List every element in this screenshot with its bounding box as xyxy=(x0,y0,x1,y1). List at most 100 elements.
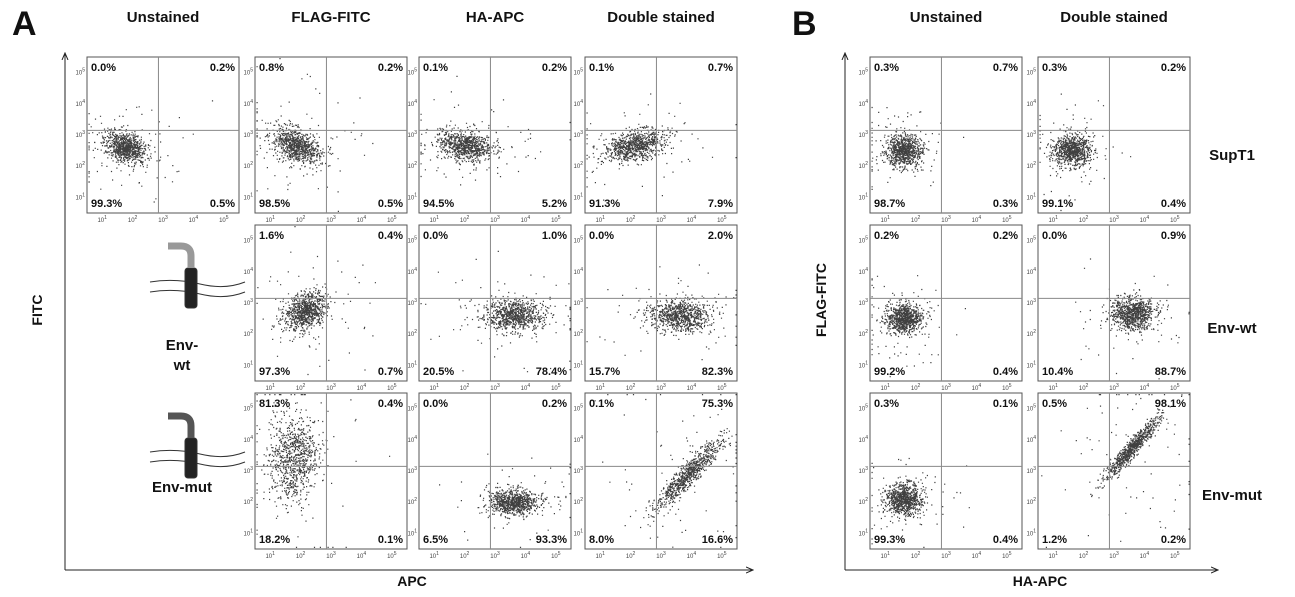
tick-base: 10 xyxy=(521,554,528,560)
y-tick-label: 105 xyxy=(574,404,584,413)
row-label: Env-mut xyxy=(152,479,212,496)
y-tick-label: 105 xyxy=(859,236,869,245)
tick-base: 10 xyxy=(219,218,226,224)
quadrant-percent: 0.7% xyxy=(993,62,1018,74)
tick-base: 10 xyxy=(859,363,866,369)
quadrant-percent: 0.0% xyxy=(423,398,448,410)
quadrant-percent: 0.0% xyxy=(423,230,448,242)
tick-base: 10 xyxy=(460,386,467,392)
quadrant-percent: 98.5% xyxy=(259,198,290,210)
y-tick-label: 104 xyxy=(1027,267,1037,276)
y-tick-label: 103 xyxy=(1027,130,1037,139)
tick-exponent: 1 xyxy=(272,383,275,389)
y-tick-label: 101 xyxy=(76,192,86,201)
tick-base: 10 xyxy=(1027,531,1034,537)
tick-base: 10 xyxy=(1140,386,1147,392)
tick-base: 10 xyxy=(244,239,251,245)
tick-exponent: 4 xyxy=(693,383,696,389)
tick-base: 10 xyxy=(859,195,866,201)
tick-base: 10 xyxy=(626,554,633,560)
tick-exponent: 2 xyxy=(414,497,417,503)
tick-base: 10 xyxy=(265,218,272,224)
tick-base: 10 xyxy=(1079,386,1086,392)
quadrant-percent: 0.5% xyxy=(1042,398,1067,410)
y-tick-label: 105 xyxy=(408,68,418,77)
row-label: Env-mut xyxy=(1202,487,1262,504)
plot-frame xyxy=(418,392,572,550)
event-cloud xyxy=(1075,258,1190,380)
x-tick-label: 103 xyxy=(656,551,666,560)
column-header: Unstained xyxy=(910,9,983,26)
tick-exponent: 1 xyxy=(82,192,85,198)
quadrant-percent: 78.4% xyxy=(536,366,567,378)
tick-base: 10 xyxy=(387,554,394,560)
x-tick-label: 102 xyxy=(460,551,470,560)
tick-exponent: 5 xyxy=(724,215,727,221)
quadrant-percent: 0.4% xyxy=(378,398,403,410)
x-tick-label: 102 xyxy=(911,551,921,560)
tick-exponent: 1 xyxy=(1033,360,1036,366)
tick-base: 10 xyxy=(859,133,866,139)
tick-exponent: 2 xyxy=(633,215,636,221)
tick-base: 10 xyxy=(408,363,415,369)
column-header: Double stained xyxy=(607,9,715,26)
y-tick-label: 105 xyxy=(244,404,254,413)
tick-exponent: 4 xyxy=(978,383,981,389)
quadrant-percent: 98.1% xyxy=(1155,398,1186,410)
x-tick-label: 105 xyxy=(551,551,561,560)
tick-exponent: 5 xyxy=(1033,404,1036,410)
quadrant-percent: 0.2% xyxy=(1161,534,1186,546)
event-cloud xyxy=(586,93,737,201)
x-tick-label: 101 xyxy=(97,215,107,224)
x-tick-label: 104 xyxy=(1140,215,1150,224)
x-tick-label: 102 xyxy=(626,383,636,392)
tick-base: 10 xyxy=(76,195,83,201)
y-tick-label: 101 xyxy=(1027,528,1037,537)
tick-exponent: 4 xyxy=(527,215,530,221)
tick-exponent: 1 xyxy=(580,528,583,534)
y-tick-label: 101 xyxy=(1027,360,1037,369)
y-tick-label: 104 xyxy=(244,267,254,276)
tick-exponent: 4 xyxy=(580,99,583,105)
tick-exponent: 4 xyxy=(414,435,417,441)
tick-exponent: 2 xyxy=(82,161,85,167)
tick-base: 10 xyxy=(1027,102,1034,108)
tick-base: 10 xyxy=(76,133,83,139)
tick-exponent: 4 xyxy=(978,551,981,557)
tick-exponent: 4 xyxy=(250,99,253,105)
y-tick-label: 105 xyxy=(1027,68,1037,77)
tick-exponent: 5 xyxy=(1177,215,1180,221)
y-tick-label: 104 xyxy=(1027,435,1037,444)
event-cloud xyxy=(871,457,970,548)
tick-exponent: 5 xyxy=(580,404,583,410)
y-tick-label: 105 xyxy=(244,68,254,77)
plot-frame xyxy=(1037,56,1191,214)
tick-base: 10 xyxy=(1027,133,1034,139)
y-tick-label: 104 xyxy=(408,99,418,108)
y-tick-label: 103 xyxy=(574,298,584,307)
x-tick-label: 105 xyxy=(1002,551,1012,560)
quadrant-percent: 0.5% xyxy=(210,198,235,210)
tick-exponent: 3 xyxy=(865,298,868,304)
plot-frame xyxy=(418,56,572,214)
tick-exponent: 4 xyxy=(1146,551,1149,557)
y-tick-label: 104 xyxy=(574,267,584,276)
tick-exponent: 4 xyxy=(250,435,253,441)
plot-frame xyxy=(584,56,738,214)
x-tick-label: 104 xyxy=(521,383,531,392)
tick-base: 10 xyxy=(1002,554,1009,560)
y-tick-label: 104 xyxy=(859,435,869,444)
x-tick-label: 105 xyxy=(1170,383,1180,392)
quadrant-percent: 1.0% xyxy=(542,230,567,242)
tick-base: 10 xyxy=(408,270,415,276)
tick-exponent: 1 xyxy=(887,551,890,557)
tick-exponent: 3 xyxy=(580,298,583,304)
tick-base: 10 xyxy=(880,386,887,392)
tick-base: 10 xyxy=(574,438,581,444)
tick-base: 10 xyxy=(972,218,979,224)
y-tick-label: 101 xyxy=(244,528,254,537)
x-tick-label: 104 xyxy=(521,215,531,224)
x-tick-label: 103 xyxy=(326,551,336,560)
